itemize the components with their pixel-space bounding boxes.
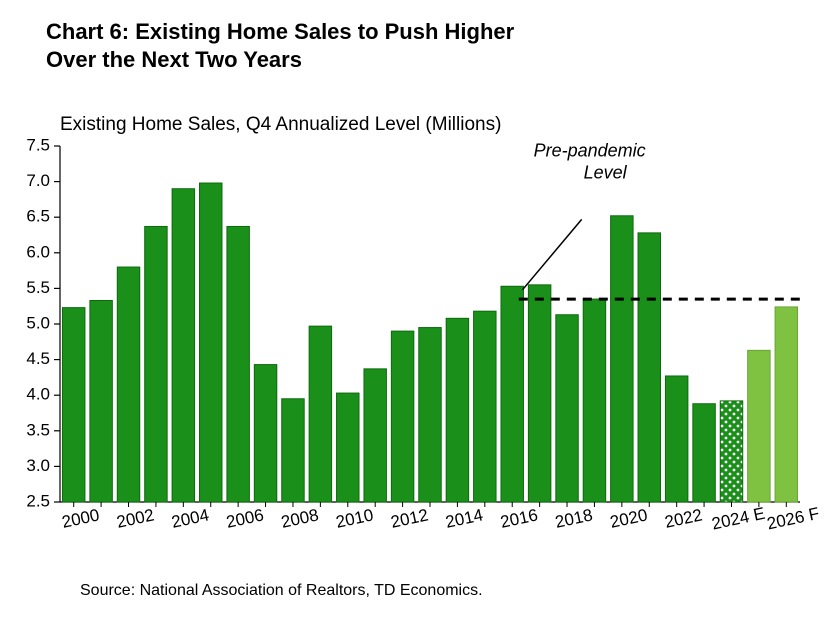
x-tick-label: 2012: [389, 505, 430, 531]
bar: [665, 376, 687, 502]
y-tick-label: 3.0: [26, 456, 50, 475]
x-tick-label: 2006: [225, 505, 266, 531]
bar: [720, 401, 742, 502]
x-tick-label: 2018: [553, 505, 594, 531]
x-tick-label: 2016: [499, 505, 540, 531]
bar: [748, 350, 770, 502]
y-tick-label: 7.5: [26, 135, 50, 154]
bar: [227, 226, 249, 502]
bar: [583, 299, 605, 502]
y-tick-label: 2.5: [26, 491, 50, 510]
bar: [282, 399, 304, 502]
bar: [364, 369, 386, 502]
bar: [90, 301, 112, 502]
bar: [337, 393, 359, 502]
bar: [611, 216, 633, 502]
x-tick-label: 2022: [663, 505, 704, 531]
bar: [775, 307, 797, 502]
bar: [556, 315, 578, 502]
y-tick-label: 7.0: [26, 171, 50, 190]
bar: [254, 365, 276, 502]
x-tick-label: 2010: [334, 505, 375, 531]
annotation-line1: Pre-pandemic: [534, 141, 646, 161]
bar: [309, 326, 331, 502]
x-tick-label: 2014: [444, 505, 485, 531]
bar: [501, 286, 523, 502]
annotation-leader: [523, 219, 582, 289]
chart-source: Source: National Association of Realtors…: [80, 582, 483, 600]
y-tick-label: 6.0: [26, 242, 50, 261]
bar: [200, 183, 222, 502]
y-tick-label: 6.5: [26, 207, 50, 226]
y-tick-label: 3.5: [26, 420, 50, 439]
bar: [117, 267, 139, 502]
x-tick-label: 2002: [115, 505, 156, 531]
bar: [474, 311, 496, 502]
bar: [638, 233, 660, 502]
y-tick-label: 4.0: [26, 385, 50, 404]
x-tick-label: 2026 F: [765, 504, 821, 534]
bar: [62, 308, 84, 502]
y-tick-label: 5.0: [26, 313, 50, 332]
y-tick-label: 4.5: [26, 349, 50, 368]
bar: [419, 328, 441, 502]
x-tick-label: 2004: [170, 505, 211, 531]
x-tick-label: 2020: [608, 505, 649, 531]
bar: [528, 285, 550, 502]
annotation-line2: Level: [584, 162, 628, 182]
bar: [391, 331, 413, 502]
x-tick-label: 2008: [279, 505, 320, 531]
chart-svg: 2.5 3.0 3.5 4.0 4.5 5.0 5.5 6.0 6.5 7.0 7.5 2000 200…: [0, 0, 827, 617]
bar: [145, 226, 167, 502]
x-tick-label: 2000: [60, 505, 101, 531]
bar: [446, 318, 468, 502]
y-tick-label: 5.5: [26, 278, 50, 297]
x-tick-label: 2024 E: [710, 504, 767, 534]
bar: [172, 189, 194, 502]
bar: [693, 404, 715, 502]
